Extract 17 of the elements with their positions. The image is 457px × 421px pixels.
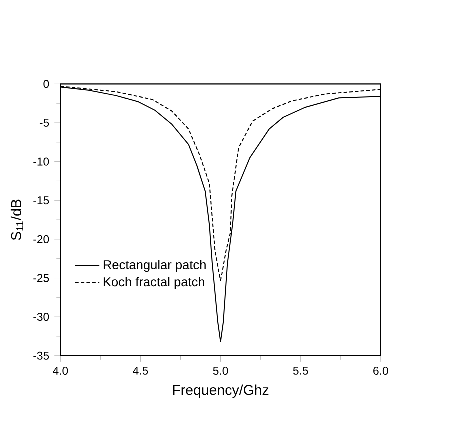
y-tick-label: 0: [44, 80, 50, 88]
x-tick-label: 5.0: [213, 367, 228, 376]
legend-label: Koch fractal patch: [104, 277, 204, 290]
y-tick-label: -10: [34, 158, 50, 166]
y-tick-label: -5: [40, 119, 50, 128]
y-tick-label: -35: [34, 352, 50, 360]
legend-label: Rectangular patch: [104, 260, 206, 272]
y-axis-title: S$_{11}$/dB: [10, 200, 24, 241]
y-tick-label: -15: [34, 196, 50, 205]
x-tick-label: 4.5: [133, 367, 148, 376]
x-axis-title: Frequency/Ghz: [173, 384, 269, 398]
y-tick-label: -30: [34, 313, 50, 322]
y-tick-label: -25: [34, 274, 50, 282]
x-tick-label: 6.0: [374, 367, 388, 376]
x-tick-label: 4.0: [53, 367, 68, 376]
y-tick-label: -20: [34, 236, 50, 244]
x-tick-label: 5.5: [293, 367, 308, 376]
